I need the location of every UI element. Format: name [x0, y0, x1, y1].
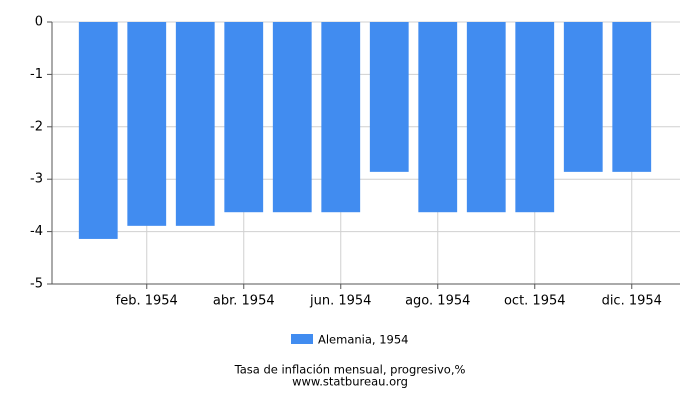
x-tick-label: dic. 1954 [602, 294, 662, 309]
legend-label: Alemania, 1954 [318, 333, 409, 347]
y-tick-label: -3 [30, 172, 43, 187]
bar [369, 22, 409, 172]
bar [272, 22, 312, 213]
source: www.statbureau.org [292, 375, 408, 389]
x-tick-label: jun. 1954 [309, 294, 371, 309]
bar [612, 22, 652, 172]
y-tick-label: -5 [30, 277, 43, 292]
x-tick-label: abr. 1954 [213, 294, 275, 309]
bar [127, 22, 167, 226]
bar [563, 22, 603, 172]
x-tick-label: feb. 1954 [116, 294, 178, 309]
bar [224, 22, 264, 213]
y-tick-label: 0 [35, 15, 43, 30]
y-tick-label: -2 [30, 119, 43, 134]
x-tick-label: ago. 1954 [405, 294, 470, 309]
legend-swatch [291, 334, 313, 344]
bar [321, 22, 361, 213]
x-axis-title: Tasa de inflación mensual, progresivo,% [234, 363, 466, 377]
y-tick-label: -1 [30, 67, 43, 82]
bar [418, 22, 458, 213]
bar [78, 22, 118, 239]
y-tick-label: -4 [30, 224, 43, 239]
x-tick-label: oct. 1954 [504, 294, 566, 309]
bar [175, 22, 215, 226]
bar [515, 22, 555, 213]
bar [466, 22, 506, 213]
